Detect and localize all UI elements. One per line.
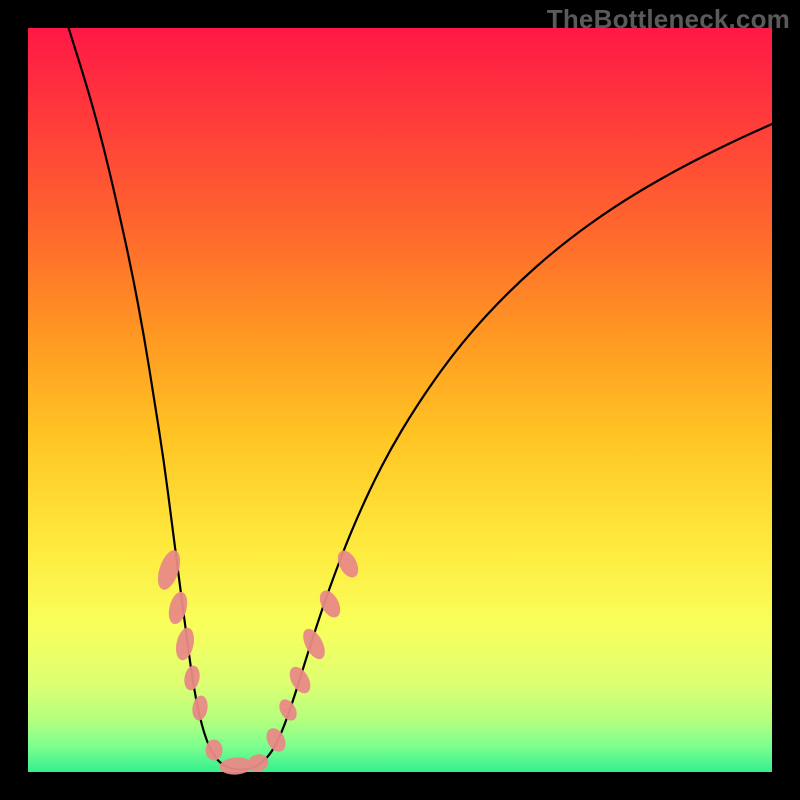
data-marker — [191, 695, 208, 721]
bottleneck-curve — [66, 20, 772, 770]
data-marker — [219, 757, 252, 775]
data-marker — [166, 591, 189, 626]
data-marker — [206, 740, 222, 760]
data-marker — [246, 752, 270, 773]
data-marker — [174, 627, 196, 662]
data-marker — [299, 626, 328, 662]
chart-overlay — [0, 0, 800, 800]
watermark-text: TheBottleneck.com — [547, 4, 790, 35]
data-marker — [183, 665, 201, 691]
data-marker — [263, 726, 288, 755]
data-marker — [276, 697, 299, 723]
data-marker — [286, 664, 314, 696]
chart-canvas: TheBottleneck.com — [0, 0, 800, 800]
data-markers — [154, 548, 361, 775]
